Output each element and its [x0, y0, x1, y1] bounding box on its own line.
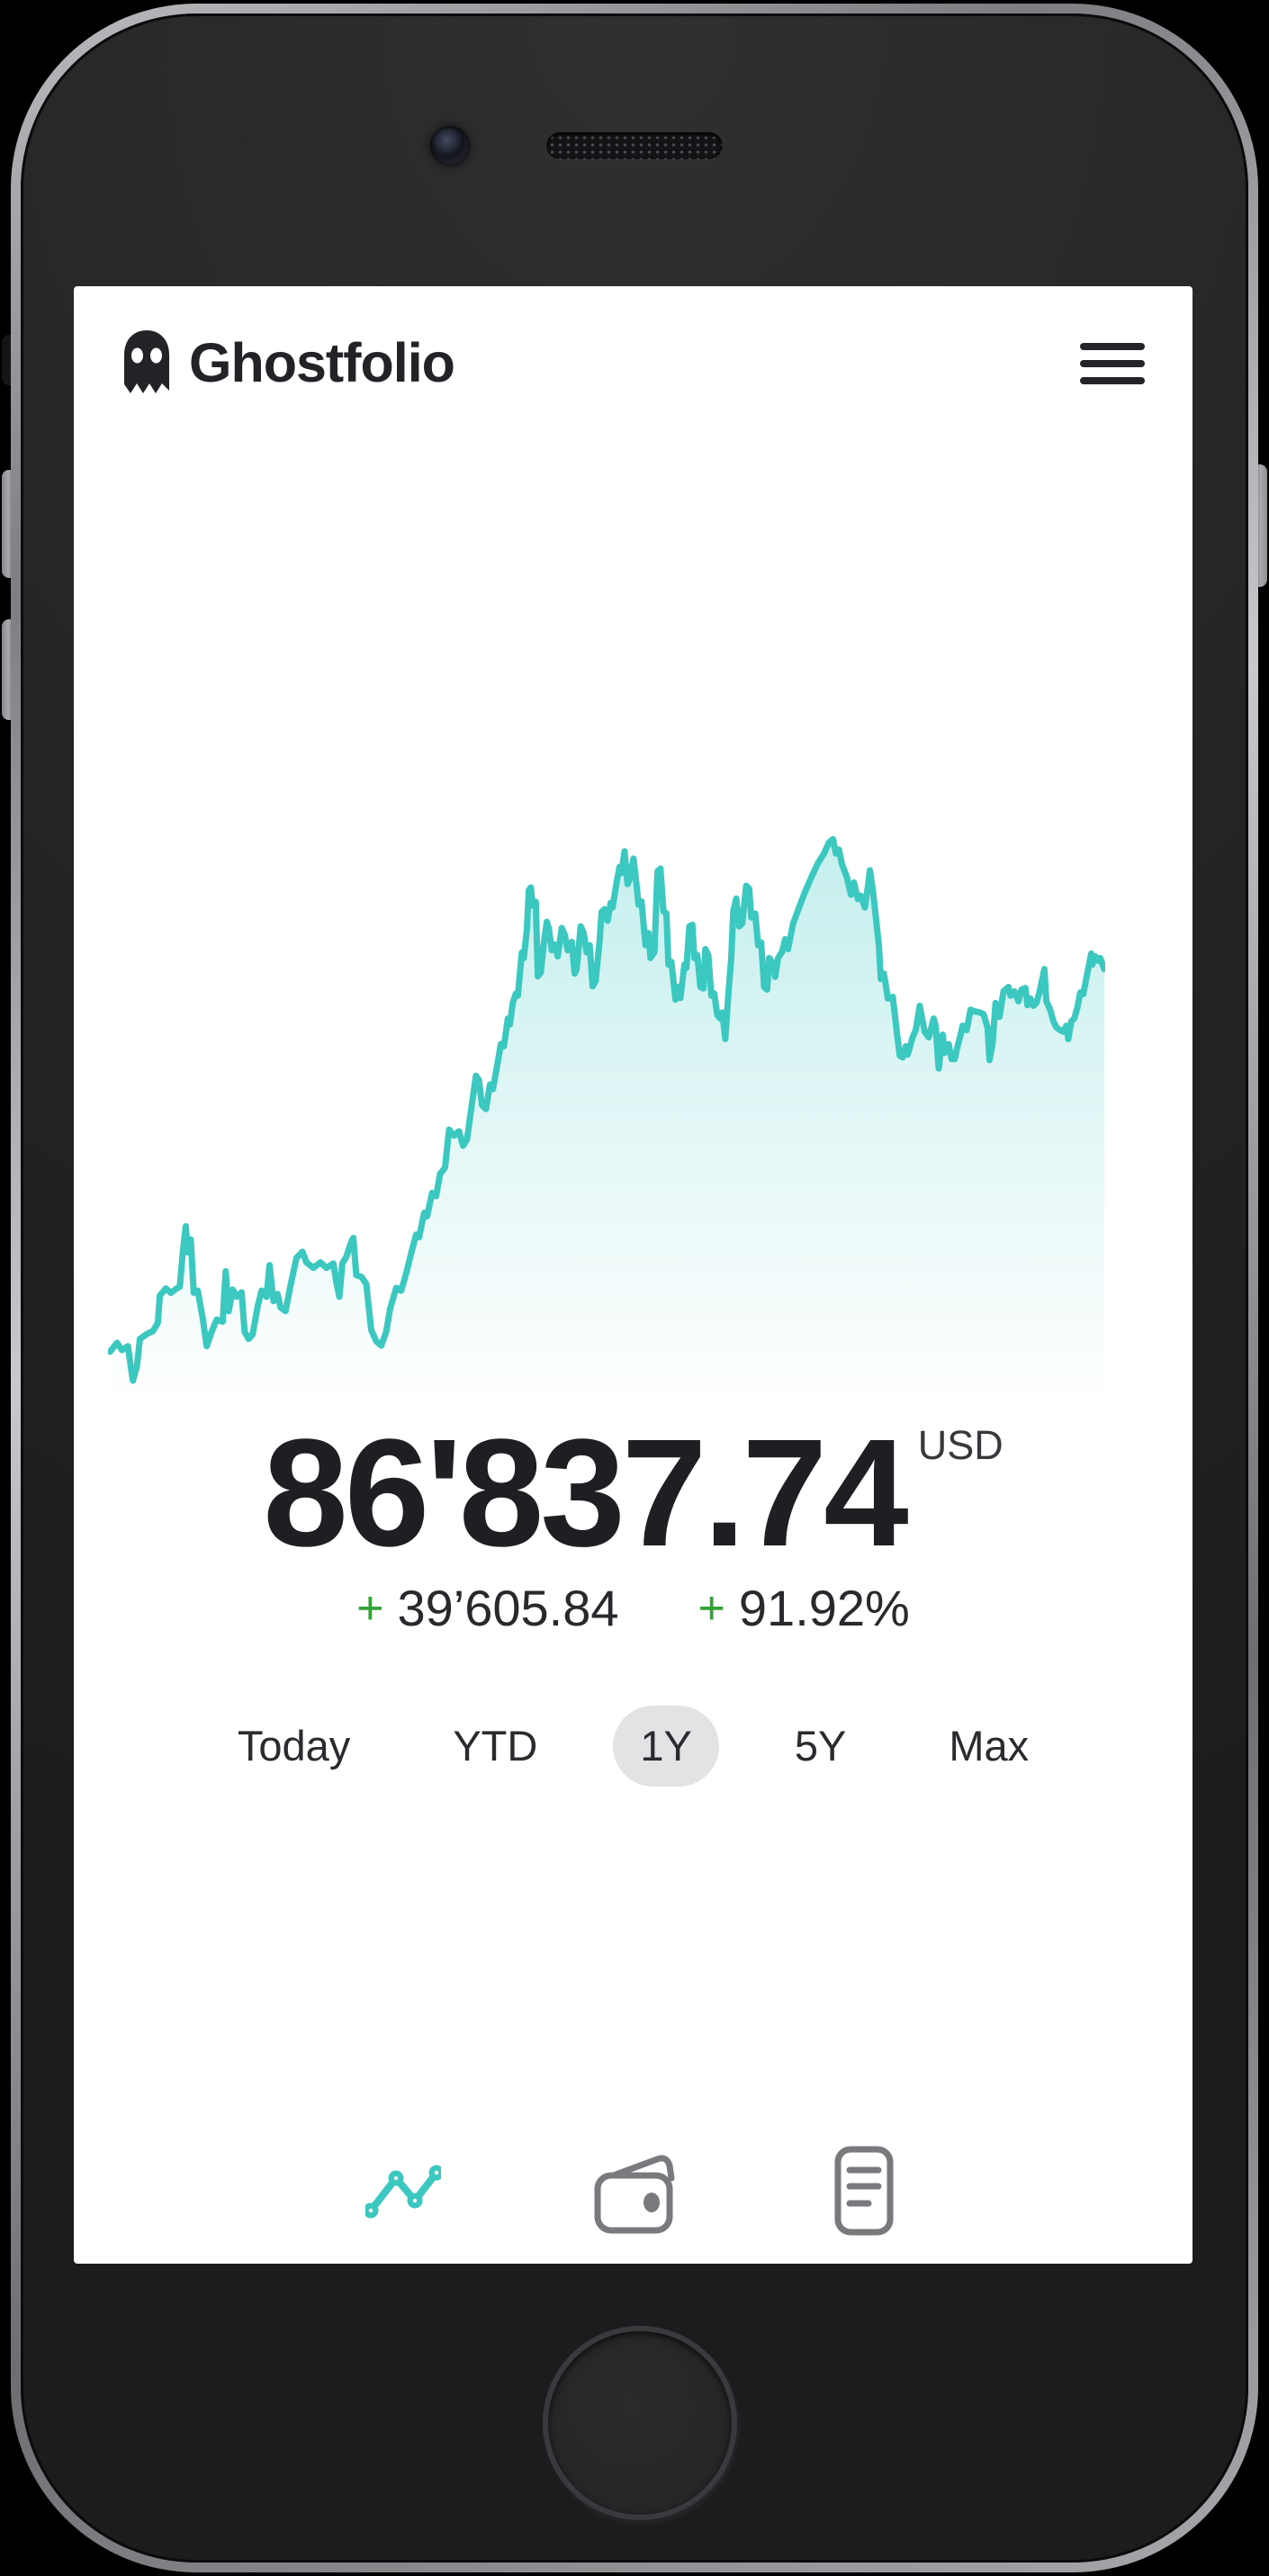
app-header: Ghostfolio	[74, 286, 1192, 403]
brand[interactable]: Ghostfolio	[120, 329, 455, 396]
ghost-icon	[124, 330, 169, 393]
app-screen: Ghostfolio	[74, 286, 1192, 2264]
wallet-icon	[594, 2155, 674, 2234]
phone-bezel: Ghostfolio	[21, 14, 1248, 2562]
chart-area-fill	[110, 839, 1104, 1391]
period-button-today[interactable]: Today	[211, 1706, 377, 1787]
period-button-max[interactable]: Max	[922, 1706, 1056, 1787]
performance-change-row: + 39’605.84 + 91.92%	[74, 1579, 1192, 1637]
bottom-navigation	[74, 2137, 1192, 2245]
performance-chart	[108, 835, 1105, 1391]
change-absolute: + 39’605.84	[356, 1579, 618, 1637]
plus-sign-icon: +	[356, 1581, 384, 1635]
hamburger-menu-icon[interactable]	[1080, 343, 1145, 386]
chart-line	[110, 839, 1104, 1381]
front-camera	[430, 126, 470, 166]
change-percent: + 91.92%	[698, 1579, 910, 1637]
earpiece-speaker	[546, 132, 723, 159]
currency-label: USD	[917, 1422, 1004, 1468]
period-button-ytd[interactable]: YTD	[426, 1706, 564, 1787]
portfolio-value-row: 86'837.74 USD	[74, 1417, 1192, 1570]
period-button-5y[interactable]: 5Y	[768, 1706, 874, 1787]
performance-chart-svg	[108, 835, 1105, 1391]
report-icon	[834, 2146, 893, 2236]
plus-sign-icon: +	[698, 1581, 725, 1635]
nav-item-report[interactable]	[821, 2137, 907, 2245]
portfolio-total-value: 86'837.74	[263, 1408, 908, 1579]
line-chart-icon	[364, 2165, 441, 2219]
nav-item-overview[interactable]	[360, 2137, 446, 2245]
nav-item-wallet[interactable]	[590, 2137, 677, 2245]
period-selector: Today YTD 1Y 5Y Max	[74, 1706, 1192, 1787]
change-percent-value: 91.92%	[738, 1580, 910, 1636]
page-title: Ghostfolio	[189, 332, 455, 393]
phone-frame: Ghostfolio	[11, 4, 1258, 2572]
change-absolute-value: 39’605.84	[397, 1580, 619, 1636]
home-button[interactable]	[543, 2326, 737, 2520]
period-button-1y[interactable]: 1Y	[613, 1706, 719, 1787]
